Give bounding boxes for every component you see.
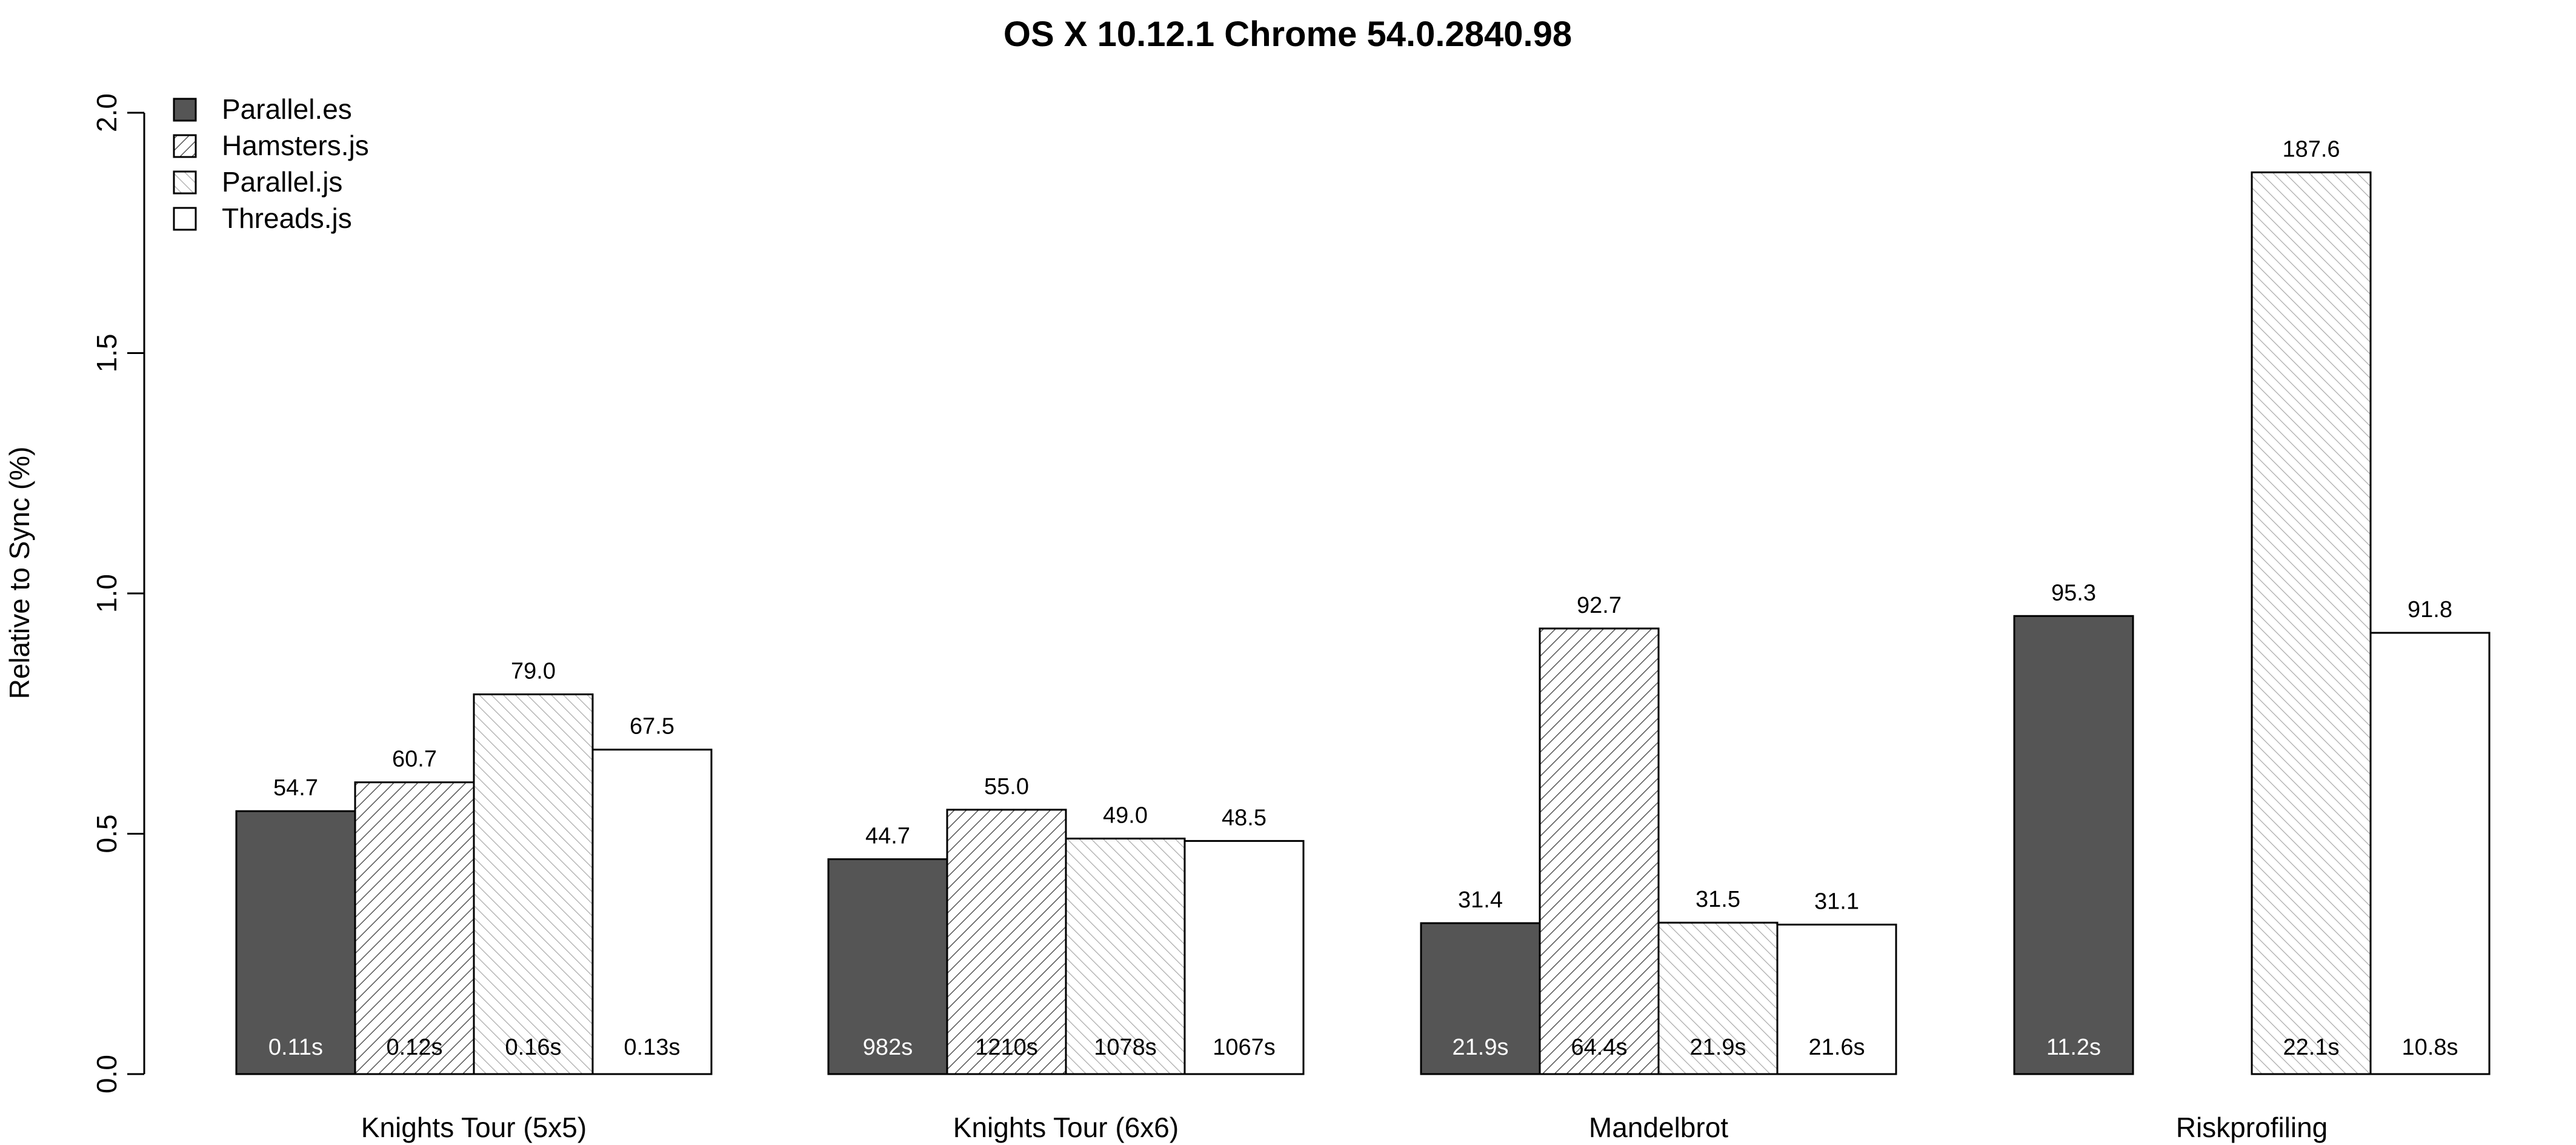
y-axis: 0.0 0.5 1.0 1.5 2.0 bbox=[91, 93, 145, 1093]
y-tick-label: 0.0 bbox=[91, 1055, 122, 1093]
y-tick-label: 1.0 bbox=[91, 574, 122, 613]
bar bbox=[2251, 171, 2372, 1075]
bar bbox=[591, 749, 713, 1075]
bar bbox=[2013, 615, 2134, 1075]
time-label: 0.12s bbox=[387, 1035, 443, 1060]
data-label: 95.3 bbox=[2051, 580, 2096, 606]
data-label: 31.5 bbox=[1696, 887, 1740, 912]
chart-title: OS X 10.12.1 Chrome 54.0.2840.98 bbox=[1003, 15, 1572, 54]
bar bbox=[354, 781, 475, 1075]
bar bbox=[1420, 922, 1541, 1075]
x-tick-label: Riskprofiling bbox=[2176, 1112, 2328, 1143]
time-label: 982s bbox=[863, 1035, 913, 1060]
time-label: 22.1s bbox=[2283, 1035, 2340, 1060]
category-labels: Knights Tour (5x5) Knights Tour (6x6) Mand… bbox=[361, 1112, 2328, 1143]
time-label: 21.9s bbox=[1453, 1035, 1509, 1060]
bar bbox=[1776, 923, 1897, 1075]
bar bbox=[473, 693, 594, 1075]
legend: Parallel.es Hamsters.js Parallel.js Threads… bbox=[173, 93, 369, 234]
time-label: 1078s bbox=[1094, 1035, 1157, 1060]
time-label: 0.13s bbox=[624, 1035, 681, 1060]
legend-label: Parallel.js bbox=[222, 166, 342, 198]
data-label: 60.7 bbox=[392, 747, 437, 772]
data-label: 44.7 bbox=[865, 824, 910, 849]
bar bbox=[2369, 632, 2491, 1075]
x-tick-label: Mandelbrot bbox=[1589, 1112, 1728, 1143]
x-tick-label: Knights Tour (5x5) bbox=[361, 1112, 587, 1143]
data-label: 67.5 bbox=[630, 714, 674, 739]
data-label: 79.0 bbox=[511, 659, 556, 684]
data-label: 187.6 bbox=[2282, 136, 2340, 162]
time-label: 10.8s bbox=[2402, 1035, 2458, 1060]
x-tick-label: Knights Tour (6x6) bbox=[953, 1112, 1179, 1143]
bar bbox=[1539, 627, 1660, 1075]
time-label: 0.11s bbox=[268, 1035, 323, 1060]
time-label: 1210s bbox=[975, 1035, 1038, 1060]
legend-swatch bbox=[173, 170, 197, 195]
data-label: 49.0 bbox=[1103, 803, 1148, 828]
data-label: 31.4 bbox=[1458, 887, 1503, 913]
data-label: 91.8 bbox=[2408, 597, 2452, 623]
legend-swatch bbox=[173, 207, 197, 231]
legend-label: Parallel.es bbox=[222, 93, 352, 125]
data-label: 31.1 bbox=[1814, 889, 1859, 914]
data-label: 92.7 bbox=[1577, 593, 1622, 618]
y-tick-label: 2.0 bbox=[91, 93, 122, 132]
bar bbox=[1183, 840, 1305, 1075]
legend-label: Threads.js bbox=[222, 202, 352, 234]
data-label: 55.0 bbox=[984, 774, 1029, 799]
legend-swatch bbox=[173, 134, 197, 158]
data-label: 48.5 bbox=[1222, 805, 1266, 830]
y-axis-label: Relative to Sync (%) bbox=[4, 447, 35, 699]
time-label: 0.16s bbox=[505, 1035, 562, 1060]
time-label: 64.4s bbox=[1571, 1035, 1628, 1060]
time-label: 1067s bbox=[1213, 1035, 1276, 1060]
y-tick-label: 1.5 bbox=[91, 334, 122, 373]
bar bbox=[1065, 837, 1186, 1075]
bar bbox=[235, 810, 356, 1075]
data-label: 54.7 bbox=[273, 775, 318, 801]
bars-group: 54.7 0.11s 60.7 0.12s 79.0 0.16s 67.5 0.13s 44.7… bbox=[235, 136, 2491, 1075]
y-tick-label: 0.5 bbox=[91, 815, 122, 853]
bar bbox=[1657, 921, 1779, 1075]
time-label: 21.9s bbox=[1690, 1035, 1746, 1060]
legend-label: Hamsters.js bbox=[222, 130, 369, 161]
legend-swatch bbox=[173, 98, 197, 122]
time-label: 11.2s bbox=[2046, 1035, 2101, 1060]
time-label: 21.6s bbox=[1809, 1035, 1865, 1060]
